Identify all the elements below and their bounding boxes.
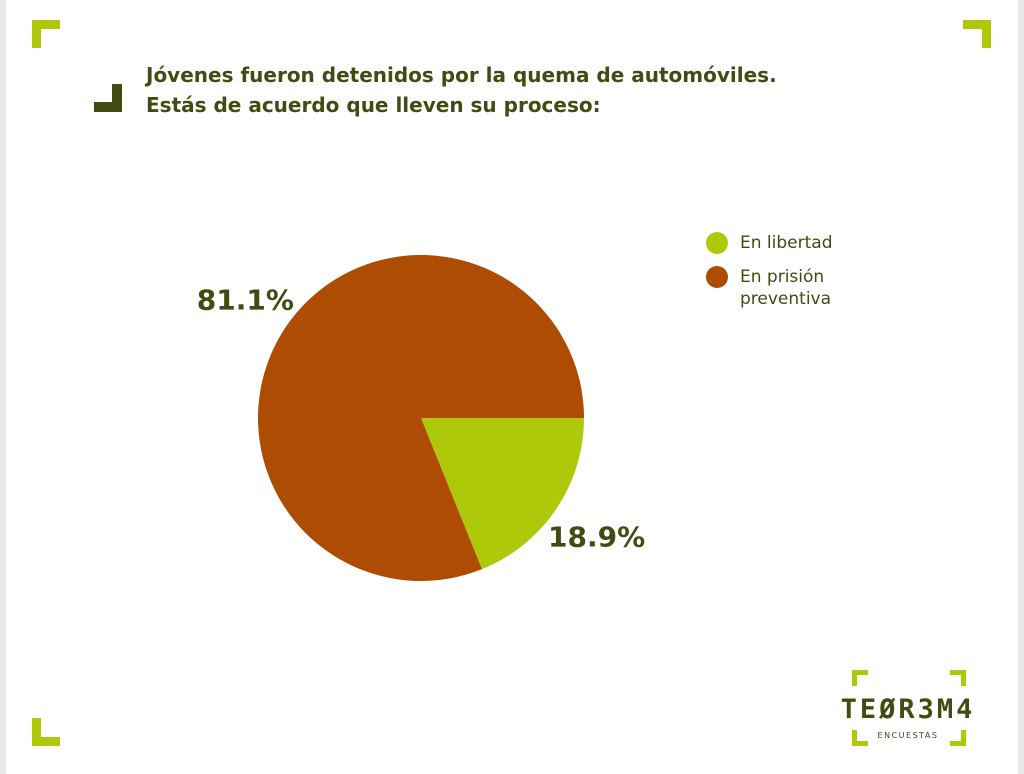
slide: Jóvenes fueron detenidos por la quema de… xyxy=(6,0,1018,774)
logo-name: TEØR3M4 xyxy=(841,694,976,725)
corner-brackets xyxy=(32,20,991,746)
legend-item: En libertad xyxy=(706,232,850,254)
chart-title: Jóvenes fueron detenidos por la quema de… xyxy=(144,63,777,87)
chart: Jóvenes fueron detenidos por la quema de… xyxy=(32,20,991,746)
legend-swatch xyxy=(706,232,728,254)
legend-label: En prisión preventiva xyxy=(740,267,832,309)
legend-swatch xyxy=(706,266,728,288)
legend: En libertad En prisión preventiva xyxy=(706,232,850,322)
pie-slice xyxy=(421,418,584,570)
logo-frame xyxy=(852,670,966,746)
legend-label: En libertad xyxy=(740,233,833,253)
value-label: 81.1% xyxy=(197,283,294,316)
legend-item: En prisión preventiva xyxy=(706,266,850,310)
pie-slice xyxy=(257,254,584,582)
chart-title: Estás de acuerdo que lleven su proceso: xyxy=(146,93,601,117)
title-marker xyxy=(94,84,122,112)
logo-tagline: ENCUESTAS xyxy=(878,731,939,740)
value-label: 18.9% xyxy=(548,521,645,554)
